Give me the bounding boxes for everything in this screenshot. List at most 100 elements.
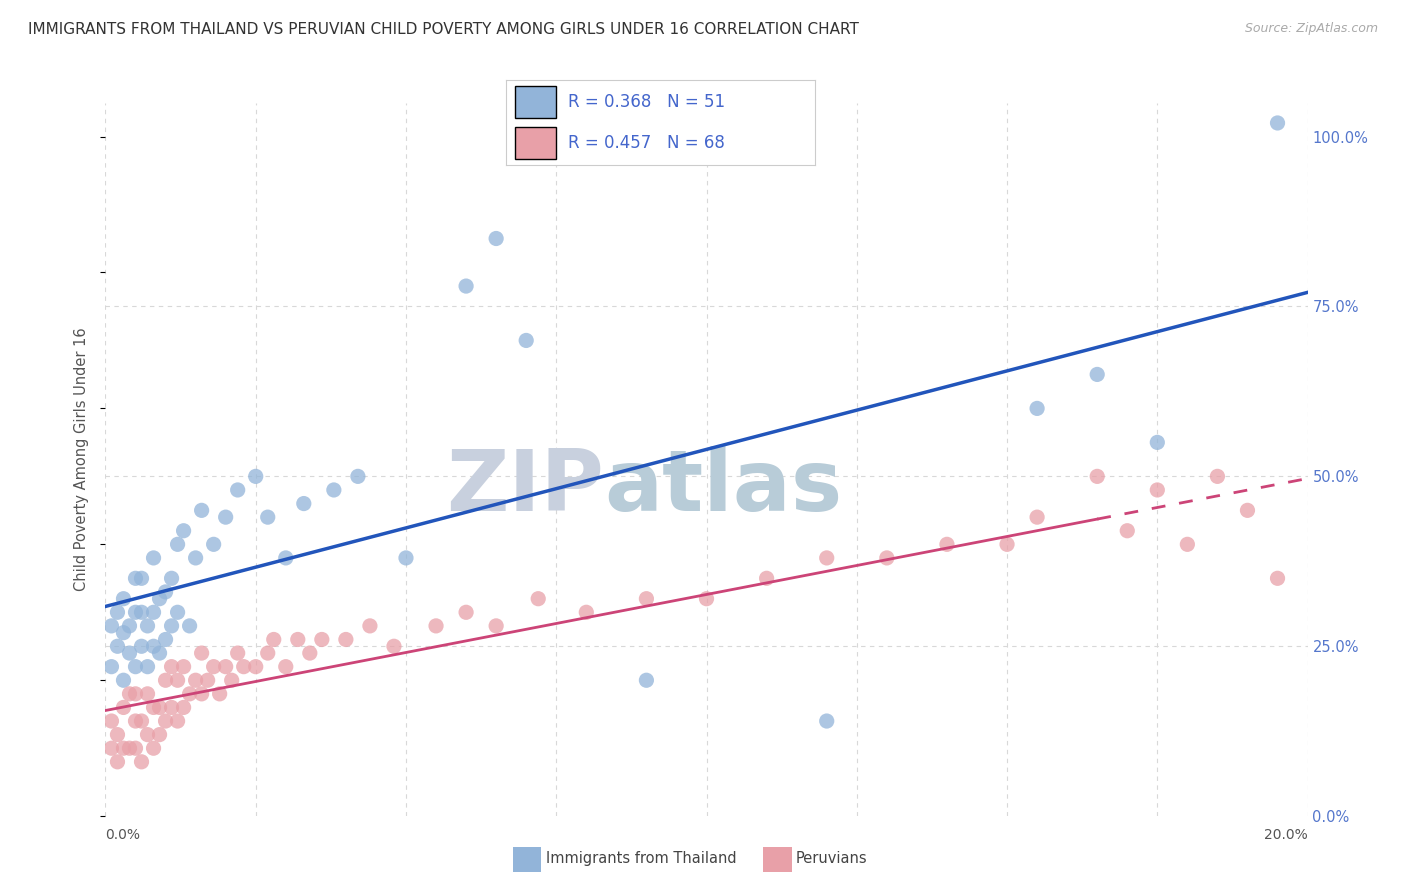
Point bbox=[190, 646, 212, 660]
Text: atlas: atlas bbox=[605, 446, 842, 530]
Point bbox=[454, 605, 477, 619]
Point bbox=[142, 550, 165, 565]
Point bbox=[112, 591, 135, 606]
Point bbox=[184, 550, 207, 565]
Point bbox=[575, 605, 598, 619]
Point bbox=[274, 550, 297, 565]
Point bbox=[107, 640, 129, 654]
Text: Immigrants from Thailand: Immigrants from Thailand bbox=[546, 851, 737, 865]
Point bbox=[1146, 483, 1168, 497]
Point bbox=[815, 714, 838, 728]
Point bbox=[112, 741, 135, 756]
Point bbox=[142, 700, 165, 714]
Text: R = 0.457   N = 68: R = 0.457 N = 68 bbox=[568, 134, 725, 152]
Point bbox=[173, 700, 195, 714]
Point bbox=[1026, 401, 1049, 416]
Point bbox=[815, 550, 838, 565]
Point bbox=[1236, 503, 1258, 517]
Point bbox=[155, 673, 177, 688]
Point bbox=[131, 755, 153, 769]
Point bbox=[100, 619, 122, 633]
Point bbox=[382, 640, 405, 654]
Point bbox=[515, 334, 537, 348]
Point bbox=[166, 673, 188, 688]
FancyBboxPatch shape bbox=[516, 87, 555, 119]
Point bbox=[124, 605, 146, 619]
Point bbox=[124, 714, 146, 728]
Point bbox=[107, 728, 129, 742]
Point bbox=[1267, 571, 1289, 585]
Point bbox=[142, 605, 165, 619]
Point bbox=[197, 673, 219, 688]
Point bbox=[311, 632, 333, 647]
Point bbox=[263, 632, 285, 647]
Point bbox=[454, 279, 477, 293]
Point bbox=[142, 741, 165, 756]
Point bbox=[1267, 116, 1289, 130]
Point bbox=[166, 537, 188, 551]
Point bbox=[995, 537, 1018, 551]
Point bbox=[298, 646, 321, 660]
Point bbox=[1146, 435, 1168, 450]
Point bbox=[118, 646, 141, 660]
Point bbox=[202, 537, 225, 551]
Point bbox=[287, 632, 309, 647]
Point bbox=[395, 550, 418, 565]
Point bbox=[118, 741, 141, 756]
Point bbox=[148, 728, 170, 742]
Point bbox=[173, 524, 195, 538]
Point bbox=[136, 728, 159, 742]
Point bbox=[274, 659, 297, 673]
Point bbox=[256, 646, 278, 660]
Point bbox=[1026, 510, 1049, 524]
Point bbox=[112, 700, 135, 714]
Text: 20.0%: 20.0% bbox=[1264, 828, 1308, 842]
Point bbox=[485, 619, 508, 633]
Point bbox=[1175, 537, 1198, 551]
Point bbox=[322, 483, 344, 497]
Point bbox=[755, 571, 778, 585]
Point bbox=[347, 469, 370, 483]
Point bbox=[208, 687, 231, 701]
Point bbox=[876, 550, 898, 565]
Point bbox=[214, 510, 236, 524]
Point bbox=[245, 469, 267, 483]
Point bbox=[166, 714, 188, 728]
Point bbox=[142, 640, 165, 654]
Text: Source: ZipAtlas.com: Source: ZipAtlas.com bbox=[1244, 22, 1378, 36]
Point bbox=[160, 619, 183, 633]
Point bbox=[131, 640, 153, 654]
Y-axis label: Child Poverty Among Girls Under 16: Child Poverty Among Girls Under 16 bbox=[75, 327, 90, 591]
Point bbox=[173, 659, 195, 673]
Text: ZIP: ZIP bbox=[447, 446, 605, 530]
Point bbox=[636, 673, 658, 688]
Point bbox=[136, 687, 159, 701]
Point bbox=[292, 497, 315, 511]
Point bbox=[1085, 368, 1108, 382]
Point bbox=[112, 673, 135, 688]
Point bbox=[124, 571, 146, 585]
Point bbox=[335, 632, 357, 647]
Text: IMMIGRANTS FROM THAILAND VS PERUVIAN CHILD POVERTY AMONG GIRLS UNDER 16 CORRELAT: IMMIGRANTS FROM THAILAND VS PERUVIAN CHI… bbox=[28, 22, 859, 37]
Point bbox=[155, 714, 177, 728]
Point bbox=[131, 571, 153, 585]
Point bbox=[425, 619, 447, 633]
Point bbox=[226, 646, 249, 660]
Point bbox=[155, 585, 177, 599]
Point bbox=[100, 741, 122, 756]
Point bbox=[636, 591, 658, 606]
Point bbox=[100, 659, 122, 673]
Point bbox=[118, 619, 141, 633]
Point bbox=[936, 537, 959, 551]
Point bbox=[136, 659, 159, 673]
Point bbox=[148, 700, 170, 714]
Point bbox=[118, 687, 141, 701]
Point bbox=[131, 605, 153, 619]
Point bbox=[160, 659, 183, 673]
Point bbox=[155, 632, 177, 647]
Point bbox=[221, 673, 243, 688]
Point bbox=[202, 659, 225, 673]
Point bbox=[190, 503, 212, 517]
Point bbox=[1116, 524, 1139, 538]
Text: Peruvians: Peruvians bbox=[796, 851, 868, 865]
